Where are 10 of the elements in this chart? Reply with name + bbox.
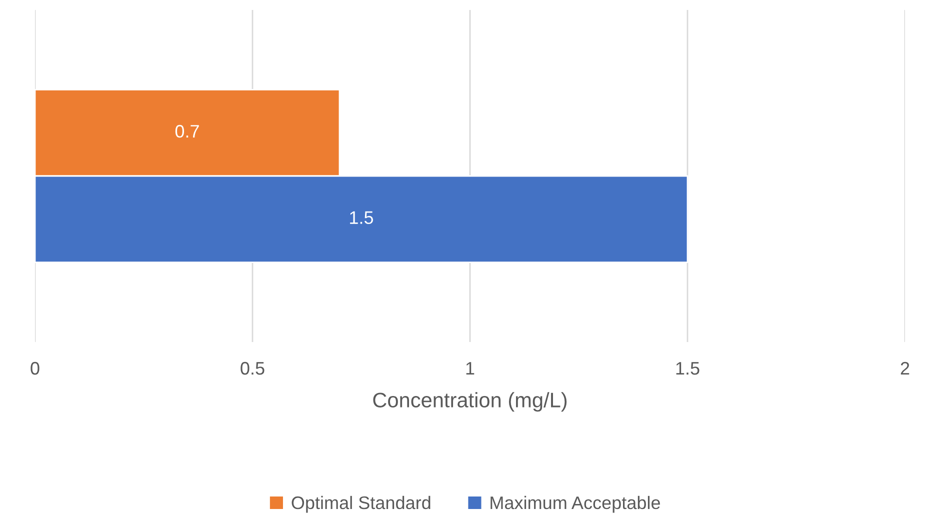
x-tick-label: 1.5 [676,362,700,375]
data-label: 1.5 [350,211,374,224]
x-tick-label: 0.5 [240,362,264,375]
data-label: 0.7 [175,124,199,138]
x-tick-label: 1 [466,362,474,375]
x-axis-title: Concentration (mg/L) [373,392,567,412]
legend-label: Optimal Standard [292,496,430,513]
legend-label: Maximum Acceptable [490,496,660,513]
x-tick-label: 0 [30,362,40,375]
x-tick-label: 2 [900,362,910,375]
